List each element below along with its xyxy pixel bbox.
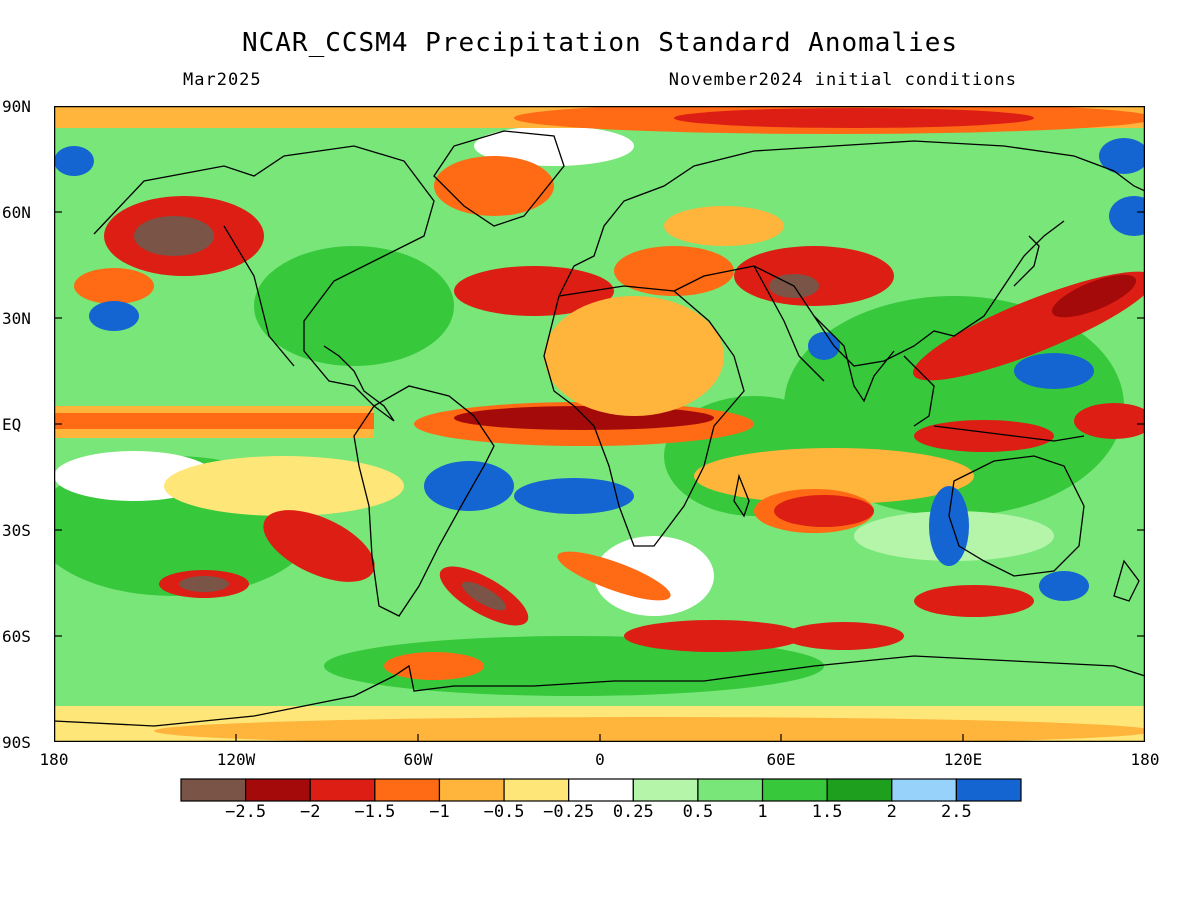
color-bar-swatch [955,778,1022,802]
lon-label-180e: 180 [1130,750,1160,769]
initial-conditions: November2024 initial conditions [668,70,1017,90]
lon-label-60e: 60E [766,750,796,769]
lat-label-30s: 30S [2,521,31,540]
color-bar-label: −1.5 [354,802,396,822]
lat-label-60s: 60S [2,627,31,646]
lat-label-90s: 90S [2,733,31,752]
color-bar-swatch [180,778,247,802]
color-bar-label: 2.5 [941,802,972,822]
lat-ticks [54,211,1145,742]
color-bar [180,778,1022,802]
color-bar-swatch [697,778,764,802]
color-bar-label: −2.5 [225,802,267,822]
color-bar-label: 1.5 [811,802,843,822]
color-bar-label: 0.5 [682,802,714,822]
color-bar-label: −2 [299,802,321,822]
color-bar-swatch [309,778,376,802]
lat-label-90n: 90N [2,97,31,116]
color-bar-label: 2 [886,802,897,822]
color-bar-swatch [891,778,957,802]
lat-label-30n: 30N [2,309,31,328]
color-bar-swatch [503,778,570,802]
coastlines [54,130,1145,727]
color-bar-swatch [826,778,893,802]
lon-label-120e: 120E [943,750,983,769]
color-bar-swatch [245,778,311,802]
lon-label-180w: 180 [39,750,69,769]
lon-label-0: 0 [595,750,605,769]
color-bar-swatch [374,778,441,802]
color-bar-label: 1 [757,802,768,822]
lat-label-60n: 60N [2,203,31,222]
color-bar-label: −1 [429,802,450,822]
color-bar-swatch [438,778,505,802]
color-bar-label: −0.25 [543,802,595,822]
lon-label-60w: 60W [403,750,433,769]
forecast-month: Mar2025 [183,70,262,90]
color-bar-swatch [568,778,634,802]
lon-label-120w: 120W [216,750,256,769]
color-bar-swatch [632,778,699,802]
color-bar-swatch [761,778,828,802]
color-bar-label: −0.5 [483,802,525,822]
chart-title: NCAR_CCSM4 Precipitation Standard Anomal… [241,28,959,58]
anomaly-map [54,106,1145,742]
color-bar-label: 0.25 [612,802,654,822]
lat-label-eq: EQ [2,415,22,434]
